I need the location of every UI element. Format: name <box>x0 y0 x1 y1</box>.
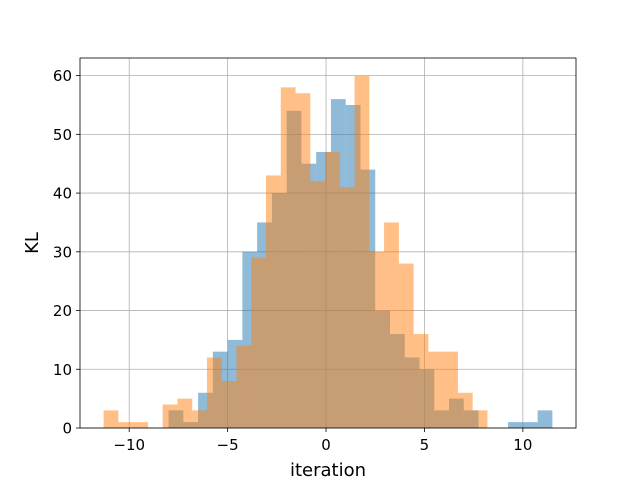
plot-frame <box>79 57 577 429</box>
histogram-bar <box>354 75 370 428</box>
histogram-bar <box>413 334 429 428</box>
histogram-bar <box>177 398 193 428</box>
y-tick-label: 50 <box>53 126 72 144</box>
x-tick-label: 0 <box>321 436 331 454</box>
histogram-bar <box>339 187 355 428</box>
x-tick-label: −5 <box>217 436 239 454</box>
x-tick-label: −10 <box>113 436 145 454</box>
y-tick-label: 30 <box>53 243 72 261</box>
histogram-bar <box>369 251 385 428</box>
histogram-bar <box>508 422 523 428</box>
bars-layer <box>103 75 553 429</box>
histogram-bar <box>236 345 252 428</box>
histogram-bar <box>384 222 399 428</box>
y-tick-label: 60 <box>53 67 72 85</box>
y-tick-label: 10 <box>53 361 72 379</box>
histogram-bar <box>221 381 237 428</box>
histogram-bar <box>325 151 340 428</box>
histogram-bar <box>457 392 473 428</box>
histogram-bar <box>522 422 538 428</box>
x-tick-label: 5 <box>420 436 430 454</box>
histogram-bar <box>280 87 296 428</box>
histogram-bar <box>295 93 311 428</box>
y-tick-label: 40 <box>53 185 72 203</box>
y-tick-label: 20 <box>53 302 72 320</box>
y-tick-label: 0 <box>62 420 72 438</box>
histogram-bar <box>428 351 444 428</box>
ticks-layer: −10 −5 0 5 10 0 10 20 30 40 50 60 <box>53 67 532 454</box>
histogram-bar <box>251 257 266 428</box>
histogram-bar <box>206 357 222 428</box>
y-axis-label: KL <box>22 232 43 254</box>
histogram-bar <box>266 175 281 428</box>
histogram-bar <box>133 422 148 428</box>
x-axis-label: iteration <box>290 460 366 480</box>
histogram-bar <box>162 404 178 428</box>
histogram-bar <box>118 422 134 428</box>
histogram-bar <box>537 410 553 428</box>
histogram-series-1 <box>103 75 488 428</box>
histogram-bar <box>310 181 326 428</box>
histogram-bar <box>472 410 488 428</box>
x-tick-label: 10 <box>513 436 532 454</box>
histogram-bar <box>192 410 207 428</box>
histogram-bar <box>443 351 458 428</box>
histogram-bar <box>103 410 119 428</box>
histogram-bar <box>398 263 414 428</box>
